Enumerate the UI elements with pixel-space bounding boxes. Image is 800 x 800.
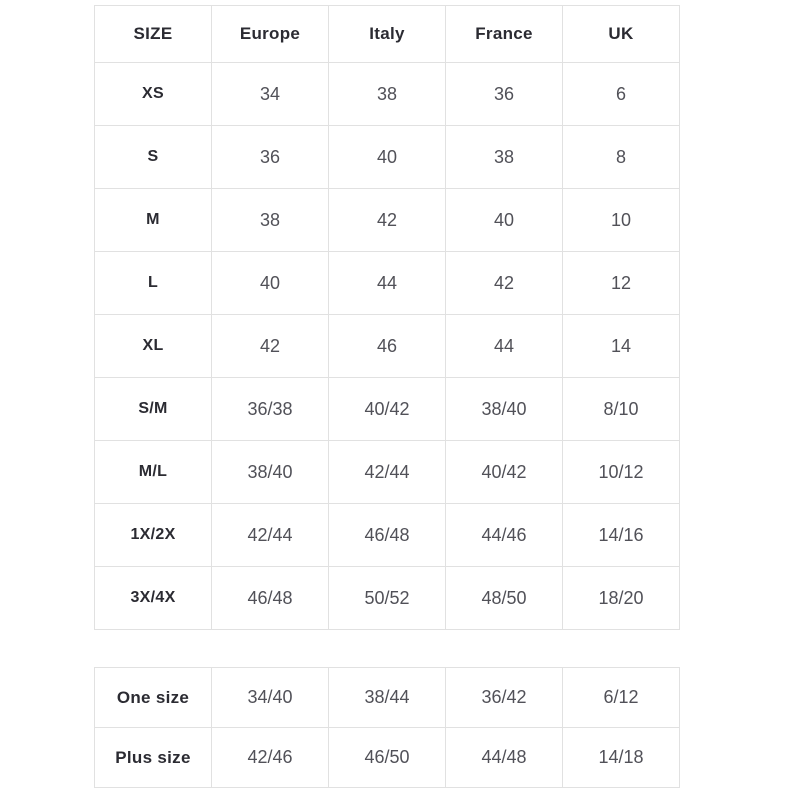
table-row-xl: XL 42 46 44 14 <box>94 314 680 378</box>
value-cell: 48/50 <box>445 566 563 630</box>
size-label-cell: M <box>94 188 212 252</box>
value-cell: 34/40 <box>211 667 329 728</box>
value-cell: 14 <box>562 314 680 378</box>
value-cell: 44 <box>328 251 446 315</box>
table-row-l: L 40 44 42 12 <box>94 251 680 315</box>
value-cell: 38 <box>211 188 329 252</box>
value-cell: 38/40 <box>211 440 329 504</box>
size-label-cell: 3X/4X <box>94 566 212 630</box>
value-cell: 40 <box>211 251 329 315</box>
table-row-plus-size: Plus size 42/46 46/50 44/48 14/18 <box>94 727 680 788</box>
value-cell: 8 <box>562 125 680 189</box>
table-row-3x4x: 3X/4X 46/48 50/52 48/50 18/20 <box>94 566 680 630</box>
value-cell: 36 <box>445 62 563 126</box>
value-cell: 14/16 <box>562 503 680 567</box>
value-cell: 14/18 <box>562 727 680 788</box>
size-label-cell: 1X/2X <box>94 503 212 567</box>
value-cell: 46/48 <box>328 503 446 567</box>
value-cell: 8/10 <box>562 377 680 441</box>
value-cell: 10 <box>562 188 680 252</box>
size-label-cell: Plus size <box>94 727 212 788</box>
table-row-s: S 36 40 38 8 <box>94 125 680 189</box>
header-cell-size: SIZE <box>94 5 212 63</box>
value-cell: 38 <box>445 125 563 189</box>
table-row-m: M 38 42 40 10 <box>94 188 680 252</box>
size-label-cell: L <box>94 251 212 315</box>
table-row-one-size: One size 34/40 38/44 36/42 6/12 <box>94 667 680 728</box>
value-cell: 42 <box>445 251 563 315</box>
value-cell: 42 <box>328 188 446 252</box>
value-cell: 42 <box>211 314 329 378</box>
value-cell: 12 <box>562 251 680 315</box>
size-label-cell: XS <box>94 62 212 126</box>
value-cell: 46/48 <box>211 566 329 630</box>
value-cell: 44/48 <box>445 727 563 788</box>
value-cell: 40 <box>328 125 446 189</box>
value-cell: 6/12 <box>562 667 680 728</box>
size-tables-container: SIZE Europe Italy France UK XS 34 38 36 … <box>94 5 680 788</box>
value-cell: 46/50 <box>328 727 446 788</box>
value-cell: 38/40 <box>445 377 563 441</box>
header-cell-france: France <box>445 5 563 63</box>
value-cell: 6 <box>562 62 680 126</box>
header-cell-uk: UK <box>562 5 680 63</box>
value-cell: 36 <box>211 125 329 189</box>
value-cell: 38 <box>328 62 446 126</box>
size-label-cell: One size <box>94 667 212 728</box>
size-label-cell: XL <box>94 314 212 378</box>
value-cell: 42/44 <box>328 440 446 504</box>
table-header-row: SIZE Europe Italy France UK <box>94 5 680 63</box>
value-cell: 10/12 <box>562 440 680 504</box>
table-row-ml: M/L 38/40 42/44 40/42 10/12 <box>94 440 680 504</box>
value-cell: 40/42 <box>445 440 563 504</box>
size-label-cell: M/L <box>94 440 212 504</box>
special-sizes-table: One size 34/40 38/44 36/42 6/12 Plus siz… <box>94 667 680 788</box>
value-cell: 36/38 <box>211 377 329 441</box>
value-cell: 44 <box>445 314 563 378</box>
header-cell-europe: Europe <box>211 5 329 63</box>
value-cell: 50/52 <box>328 566 446 630</box>
value-cell: 40 <box>445 188 563 252</box>
value-cell: 42/44 <box>211 503 329 567</box>
value-cell: 42/46 <box>211 727 329 788</box>
value-cell: 18/20 <box>562 566 680 630</box>
size-label-cell: S/M <box>94 377 212 441</box>
table-row-1x2x: 1X/2X 42/44 46/48 44/46 14/16 <box>94 503 680 567</box>
value-cell: 34 <box>211 62 329 126</box>
value-cell: 40/42 <box>328 377 446 441</box>
table-row-xs: XS 34 38 36 6 <box>94 62 680 126</box>
size-conversion-table: SIZE Europe Italy France UK XS 34 38 36 … <box>94 5 680 630</box>
value-cell: 46 <box>328 314 446 378</box>
size-label-cell: S <box>94 125 212 189</box>
value-cell: 36/42 <box>445 667 563 728</box>
value-cell: 38/44 <box>328 667 446 728</box>
table-row-sm: S/M 36/38 40/42 38/40 8/10 <box>94 377 680 441</box>
value-cell: 44/46 <box>445 503 563 567</box>
header-cell-italy: Italy <box>328 5 446 63</box>
